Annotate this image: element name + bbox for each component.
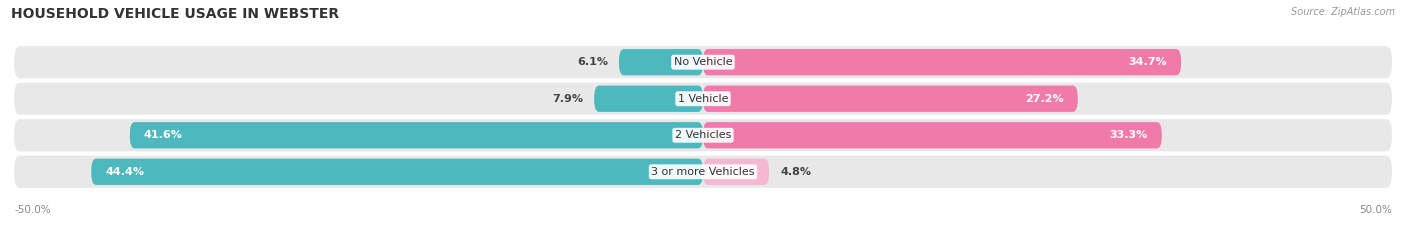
Text: 3 or more Vehicles: 3 or more Vehicles: [651, 167, 755, 177]
FancyBboxPatch shape: [595, 86, 703, 112]
FancyBboxPatch shape: [14, 83, 1392, 115]
Text: 44.4%: 44.4%: [105, 167, 143, 177]
Text: 50.0%: 50.0%: [1360, 205, 1392, 215]
FancyBboxPatch shape: [703, 159, 769, 185]
FancyBboxPatch shape: [703, 122, 1161, 148]
FancyBboxPatch shape: [703, 86, 1078, 112]
Text: 2 Vehicles: 2 Vehicles: [675, 130, 731, 140]
Text: Source: ZipAtlas.com: Source: ZipAtlas.com: [1291, 7, 1395, 17]
FancyBboxPatch shape: [703, 49, 1181, 75]
Text: 6.1%: 6.1%: [576, 57, 607, 67]
FancyBboxPatch shape: [14, 46, 1392, 78]
FancyBboxPatch shape: [91, 159, 703, 185]
FancyBboxPatch shape: [619, 49, 703, 75]
Text: No Vehicle: No Vehicle: [673, 57, 733, 67]
FancyBboxPatch shape: [14, 119, 1392, 151]
Text: 7.9%: 7.9%: [553, 94, 583, 104]
Text: 1 Vehicle: 1 Vehicle: [678, 94, 728, 104]
Text: 27.2%: 27.2%: [1025, 94, 1064, 104]
Text: -50.0%: -50.0%: [14, 205, 51, 215]
FancyBboxPatch shape: [129, 122, 703, 148]
FancyBboxPatch shape: [14, 156, 1392, 188]
Text: 4.8%: 4.8%: [780, 167, 811, 177]
Text: HOUSEHOLD VEHICLE USAGE IN WEBSTER: HOUSEHOLD VEHICLE USAGE IN WEBSTER: [11, 7, 339, 21]
Text: 34.7%: 34.7%: [1129, 57, 1167, 67]
Text: 41.6%: 41.6%: [143, 130, 183, 140]
Text: 33.3%: 33.3%: [1109, 130, 1149, 140]
